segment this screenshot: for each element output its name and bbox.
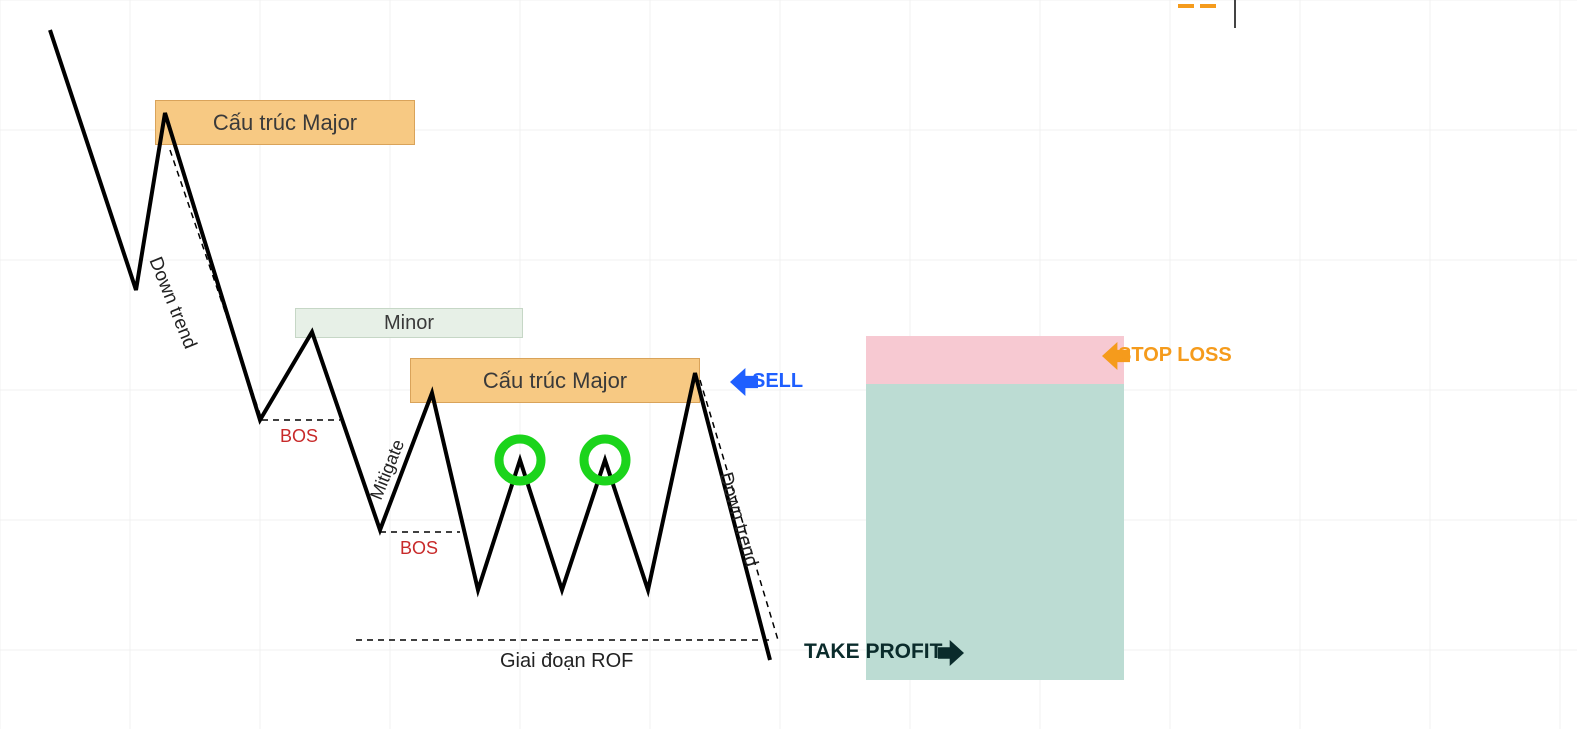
sell-label: SELL [752, 370, 803, 393]
stoploss-label: STOP LOSS [1118, 344, 1232, 367]
diagram-svg [0, 0, 1577, 729]
bos-label-1: BOS [280, 426, 318, 447]
takeprofit-label: TAKE PROFIT [804, 640, 942, 664]
bos-label-2: BOS [400, 538, 438, 559]
rof-phase-label: Giai đoạn ROF [500, 650, 633, 673]
right-margin-marks [1178, 0, 1236, 28]
diagram-stage: { "canvas": { "width": 1577, "height": 7… [0, 0, 1577, 729]
price-path [50, 30, 770, 660]
